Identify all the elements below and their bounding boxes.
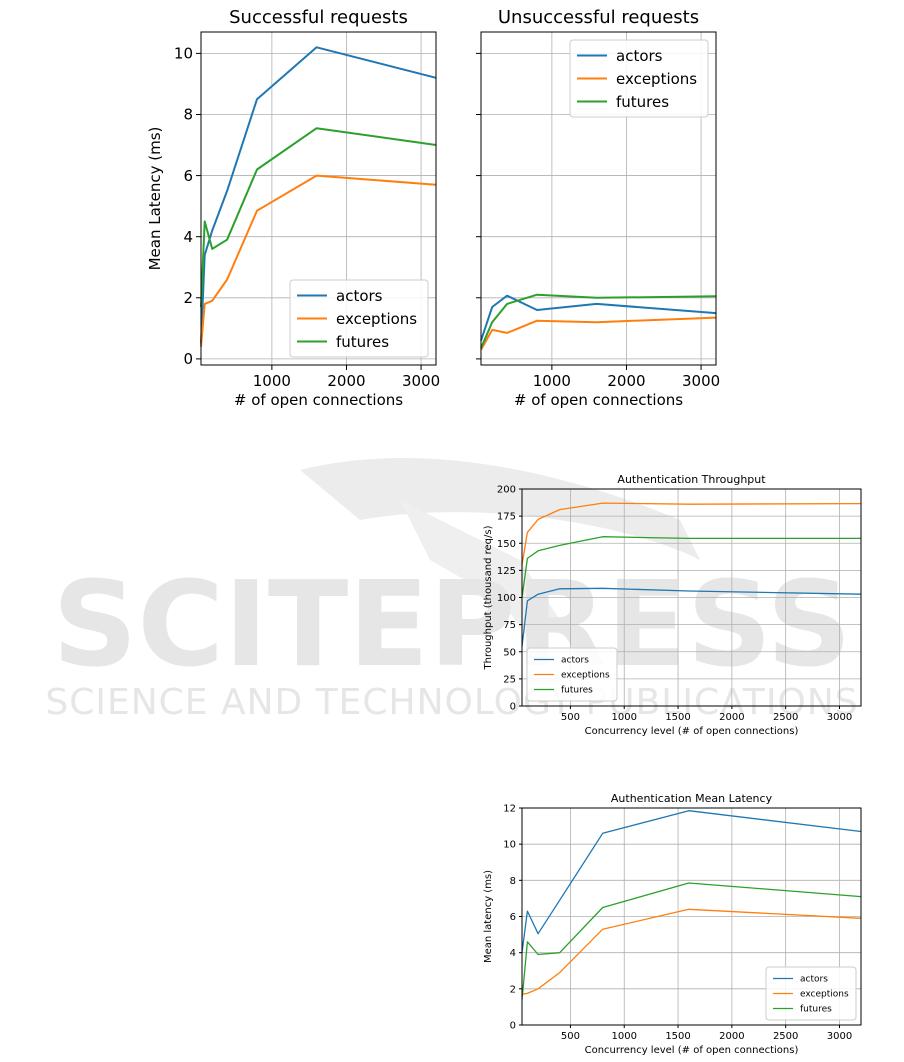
chart-thr-ytick-label: 75 [503,620,516,631]
chart-thr-title: Authentication Throughput [617,473,766,486]
chart-lat-xtick-label: 1000 [612,1031,637,1042]
chart-thr-xtick-label: 500 [561,712,580,723]
chart-succ-frame [200,31,437,366]
chart-unsucc-series-actors [480,294,717,341]
chart-thr-xlabel: Concurrency level (# of open connections… [585,726,799,737]
chart-unsucc-xlabel: # of open connections [514,391,683,409]
chart-lat-xtick-label: 2000 [719,1031,744,1042]
watermark-small-text: SCIENCE AND TECHNOLOGY PUBLICATIONS [45,682,858,723]
chart-lat-ytick-label: 2 [510,984,516,995]
chart-lat-ytick-label: 6 [510,912,516,923]
chart-lat-series-futures [521,882,862,1000]
chart-lat-legend-label-futures: futures [800,1005,832,1015]
chart-succ: 1000 2000 3000 0 2 4 6 8 10 Successful requests # … [146,7,440,409]
chart-thr-xtick-label: 1000 [612,712,637,723]
chart-thr-series-futures [521,536,861,598]
chart-succ-series-exceptions [200,174,437,347]
chart-succ-xlabel: # of open connections [234,391,403,409]
chart-unsucc-legend-label-actors: actors [616,47,663,65]
chart-succ-legend-label-futures: futures [336,333,389,351]
chart-unsucc-legend-label-exceptions: exceptions [616,70,697,88]
chart-lat-series-exceptions [521,908,862,995]
chart-thr-xtick-label: 2000 [719,712,744,723]
chart-unsucc-series-exceptions [480,316,717,351]
chart-thr-ytick-label: 175 [497,512,516,523]
chart-unsucc-xtick-label: 1000 [533,372,571,390]
chart-succ-title: Successful requests [229,7,408,28]
chart-lat-legend-box [765,966,857,1021]
watermark-funnel [400,500,560,640]
chart-succ-legend-box [289,279,429,358]
chart-unsucc-legend-box [569,39,709,118]
chart-lat-ytick-label: 0 [510,1021,516,1032]
chart-thr-legend-label-actors: actors [561,656,589,666]
chart-unsucc-series-futures [480,293,717,349]
chart-thr-ytick-label: 150 [497,539,516,550]
chart-succ-ytick-label: 8 [183,106,193,124]
chart-thr-series-exceptions [521,502,862,566]
chart-lat-ytick-label: 10 [503,840,516,851]
chart-lat-xlabel: Concurrency level (# of open connections… [585,1045,799,1056]
chart-thr-ytick-label: 200 [497,485,516,496]
chart-succ-ytick-label: 10 [174,45,193,63]
chart-lat-ytick-label: 8 [510,876,516,887]
chart-lat-ylabel: Mean latency (ms) [483,870,494,963]
chart-succ-series-futures [200,127,437,308]
chart-thr-ytick-label: 0 [510,702,516,713]
chart-thr-ytick-label: 100 [497,593,516,604]
chart-thr-legend-box [526,647,618,702]
watermark-big-text: SCITEPRESS [52,555,851,693]
chart-lat-ytick-label: 12 [503,804,516,815]
chart-unsucc-legend: actors exceptions futures [569,39,709,118]
chart-succ-xtick-label: 3000 [402,372,440,390]
watermark-swoosh [300,458,700,560]
chart-thr-series-actors [521,587,862,647]
chart-lat-title: Authentication Mean Latency [611,792,773,805]
chart-lat-legend-label-actors: actors [800,975,828,985]
chart-thr-legend-label-futures: futures [561,686,593,696]
chart-lat-legend: actors exceptions futures [765,966,857,1021]
chart-thr: 500 1000 1500 2000 2500 3000 0 25 50 75 100 125 150 1… [483,473,862,737]
watermark: SCITEPRESS SCIENCE AND TECHNOLOGY PUBLIC… [45,458,858,723]
chart-thr-xtick-label: 1500 [665,712,690,723]
chart-succ-legend: actors exceptions futures [289,279,429,358]
chart-lat-xtick-label: 3000 [827,1031,852,1042]
chart-succ-ytick-label: 0 [183,350,193,368]
chart-unsucc-xtick-label: 3000 [682,372,720,390]
chart-succ-xtick-label: 1000 [253,372,291,390]
chart-lat-xtick-label: 1500 [665,1031,690,1042]
chart-succ-ytick-label: 2 [183,289,193,307]
chart-thr-ytick-label: 50 [503,647,516,658]
chart-succ-series-actors [200,46,437,344]
chart-thr-xtick-label: 3000 [827,712,852,723]
chart-thr-ytick-label: 125 [497,566,516,577]
chart-lat-xtick-label: 2500 [773,1031,798,1042]
chart-unsucc-xtick-label: 2000 [607,372,645,390]
chart-succ-legend-label-actors: actors [336,287,383,305]
chart-succ-xtick-label: 2000 [327,372,365,390]
chart-unsucc-frame [480,31,717,366]
chart-thr-legend: actors exceptions futures [526,647,618,702]
chart-thr-legend-label-exceptions: exceptions [561,671,610,681]
chart-thr-ylabel: Throughput (thousand req/s) [483,525,494,670]
chart-succ-legend-label-exceptions: exceptions [336,310,417,328]
chart-succ-ytick-label: 6 [183,167,193,185]
chart-lat-xtick-label: 500 [561,1031,580,1042]
chart-succ-ytick-label: 4 [183,228,193,246]
chart-unsucc-title: Unsuccessful requests [498,7,699,28]
chart-thr-xtick-label: 2500 [773,712,798,723]
chart-succ-ylabel: Mean Latency (ms) [146,127,164,271]
chart-lat-series-actors [521,810,862,953]
chart-unsucc-legend-label-futures: futures [616,93,669,111]
chart-lat-legend-label-exceptions: exceptions [800,990,849,1000]
chart-unsucc: 1000 2000 3000 Unsuccessful requests # of op… [476,7,720,409]
chart-thr-ytick-label: 25 [503,674,516,685]
chart-lat: 500 1000 1500 2000 2500 3000 0 2 4 6 8 10 12 Authenti… [483,792,862,1056]
chart-lat-ytick-label: 4 [510,948,516,959]
